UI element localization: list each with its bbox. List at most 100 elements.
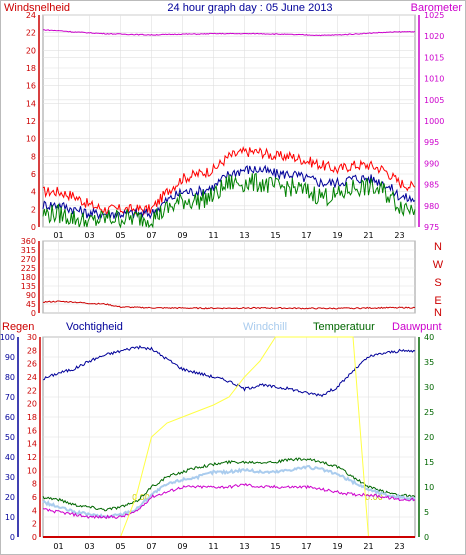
x-tick-label: 21 [363, 231, 373, 240]
series-windchill [42, 464, 416, 519]
barometer-axis-tick-label: 1020 [424, 32, 444, 41]
humidity-tick-label: 60 [5, 413, 15, 422]
temperature-tick-label: 20 [424, 433, 434, 442]
humidity-tick-label: 100 [0, 333, 15, 342]
humidity-tick-label: 70 [5, 393, 15, 402]
barometer-axis-tick-label: 995 [424, 138, 439, 147]
direction-axis-tick-label: 90 [26, 291, 36, 300]
regen-tick-label: 4 [32, 506, 37, 515]
x-tick-label: 19 [332, 542, 342, 551]
temperature-tick-label: 35 [424, 358, 434, 367]
wind-axis-tick-label: 24 [26, 11, 36, 20]
x-tick-label: 11 [208, 542, 218, 551]
x-tick-label: 13 [239, 231, 249, 240]
regen-tick-label: 20 [27, 400, 37, 409]
humidity-tick-label: 90 [5, 353, 15, 362]
regen-tick-label: 8 [32, 480, 37, 489]
x-tick-label: 17 [301, 231, 311, 240]
series-temperatuur [42, 457, 416, 512]
top-left-axis-label: Windsnelheid [4, 2, 70, 14]
series-vochtigheid [42, 345, 416, 398]
barometer-axis-tick-label: 1015 [424, 53, 444, 62]
barometer-axis-tick-label: 1005 [424, 96, 444, 105]
legend-windchill: Windchill [243, 321, 287, 333]
regen-tick-label: 0 [32, 533, 37, 542]
x-tick-label: 15 [270, 231, 280, 240]
wind-axis-tick-label: 12 [26, 117, 36, 126]
humidity-tick-label: 0 [10, 533, 15, 542]
x-tick-label: 09 [177, 542, 187, 551]
temperature-tick-label: 0 [424, 533, 429, 542]
x-tick-label: 15 [270, 542, 280, 551]
legend-regen: Regen [2, 321, 34, 333]
regen-tick-label: 12 [27, 453, 37, 462]
humidity-tick-label: 10 [5, 513, 15, 522]
regen-tick-label: 10 [27, 466, 37, 475]
compass-n-bottom: N [434, 307, 442, 319]
barometer-axis-tick-label: 980 [424, 202, 439, 211]
x-tick-label: 21 [363, 542, 373, 551]
series-barometer [43, 29, 416, 37]
regen-tick-label: 22 [27, 386, 37, 395]
chart-title: 24 hour graph day : 05 June 2013 [167, 2, 332, 14]
wind-axis-tick-label: 16 [26, 82, 36, 91]
temperature-tick-label: 15 [424, 458, 434, 467]
x-tick-label: 07 [146, 231, 156, 240]
humidity-tick-label: 30 [5, 473, 15, 482]
wind-axis-tick-label: 10 [26, 135, 36, 144]
top-right-axis-label: Barometer [411, 2, 463, 14]
series-windsnelheid-gust- [42, 145, 416, 216]
wind-axis-tick-label: 4 [31, 188, 36, 197]
rain-value-label-2: 0.00 [365, 493, 383, 502]
barometer-axis-tick-label: 975 [424, 223, 439, 232]
direction-axis-tick-label: 45 [26, 300, 36, 309]
humidity-tick-label: 20 [5, 493, 15, 502]
barometer-axis-tick-label: 1000 [424, 117, 444, 126]
legend-dauwpunt: Dauwpunt [392, 321, 442, 333]
barometer-axis-tick-label: 1010 [424, 75, 444, 84]
x-tick-label: 11 [208, 231, 218, 240]
x-tick-label: 09 [177, 231, 187, 240]
legend-vochtigheid: Vochtigheid [66, 321, 123, 333]
direction-axis-tick-label: 0 [31, 309, 36, 318]
regen-tick-label: 2 [32, 520, 37, 529]
direction-axis-tick-label: 180 [21, 273, 36, 282]
barometer-axis-tick-label: 990 [424, 159, 439, 168]
wind-axis-tick-label: 22 [26, 29, 36, 38]
wind-axis-tick-label: 2 [31, 205, 36, 214]
temperature-tick-label: 30 [424, 383, 434, 392]
legend-temperatuur: Temperatuur [313, 321, 375, 333]
wind-axis-tick-label: 0 [31, 223, 36, 232]
x-tick-label: 17 [301, 542, 311, 551]
humidity-tick-label: 40 [5, 453, 15, 462]
compass-s: S [434, 277, 441, 289]
wind-axis-tick-label: 8 [31, 152, 36, 161]
wind-axis-tick-label: 6 [31, 170, 36, 179]
x-tick-label: 01 [53, 542, 63, 551]
compass-w: W [433, 259, 444, 271]
series-windsnelheid-min- [42, 172, 416, 229]
direction-axis-tick-label: 135 [21, 282, 36, 291]
direction-axis-tick-label: 360 [21, 237, 36, 246]
temperature-tick-label: 40 [424, 333, 434, 342]
series-wind-direction [42, 300, 416, 310]
barometer-axis-tick-label: 985 [424, 181, 439, 190]
regen-tick-label: 16 [27, 426, 37, 435]
regen-tick-label: 28 [27, 346, 37, 355]
wind-axis-tick-label: 18 [26, 64, 36, 73]
wind-axis-tick-label: 20 [26, 46, 36, 55]
regen-tick-label: 6 [32, 493, 37, 502]
x-tick-label: 03 [84, 542, 94, 551]
compass-n-top: N [434, 241, 442, 253]
regen-tick-label: 26 [27, 360, 37, 369]
regen-tick-label: 14 [27, 440, 37, 449]
regen-tick-label: 30 [27, 333, 37, 342]
x-tick-label: 23 [394, 542, 404, 551]
temperature-tick-label: 10 [424, 483, 434, 492]
compass-e: E [434, 295, 441, 307]
x-tick-label: 05 [115, 542, 125, 551]
x-tick-label: 23 [394, 231, 404, 240]
x-tick-label: 19 [332, 231, 342, 240]
chart-marks: 0246810121416182022249759809859909951000… [0, 11, 444, 551]
